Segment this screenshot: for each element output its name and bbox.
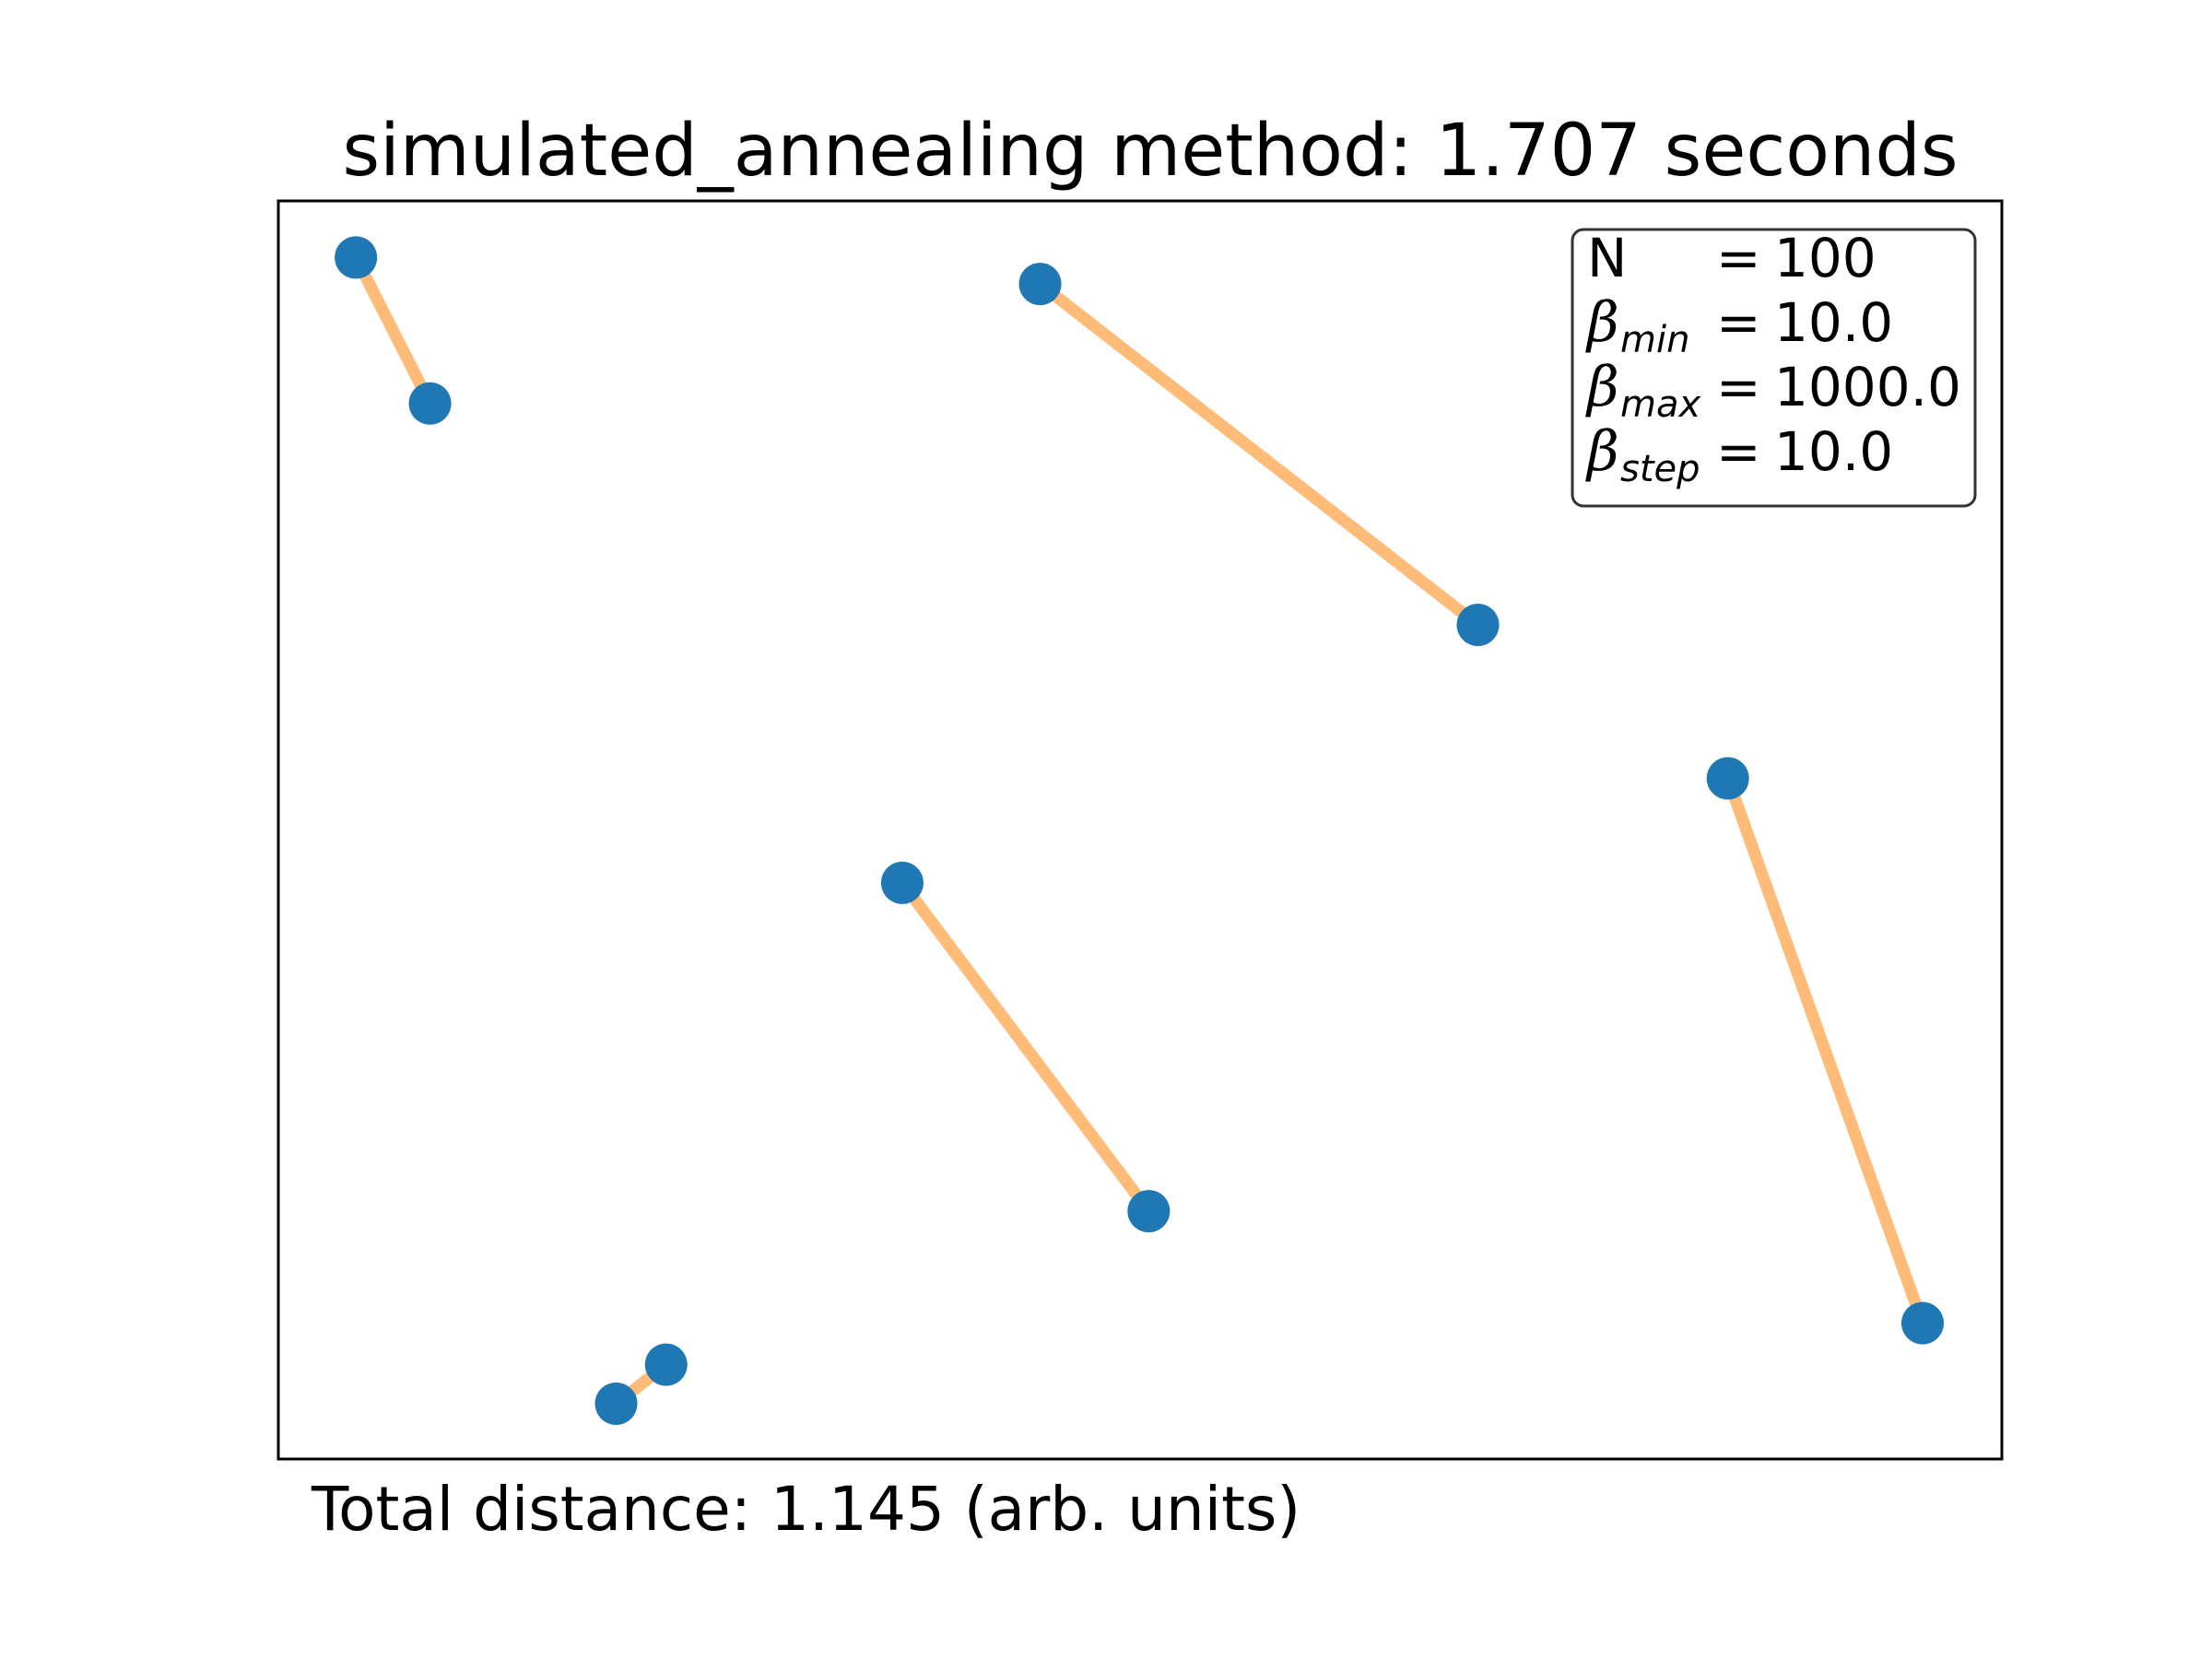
legend-row-3: β step = 10.0 xyxy=(1585,419,1893,490)
city-point-9 xyxy=(644,1343,688,1386)
legend-equals: = xyxy=(1716,227,1761,289)
legend-subscript: max xyxy=(1620,383,1700,426)
chart-title: simulated_annealing method: 1.707 second… xyxy=(342,110,1958,193)
legend-value: 10.0 xyxy=(1774,291,1893,354)
city-point-5 xyxy=(1900,1301,1944,1345)
legend-symbol: β xyxy=(1585,419,1619,484)
total-distance-label: Total distance: 1.145 (arb. units) xyxy=(311,1474,1300,1545)
city-point-4 xyxy=(1706,757,1749,800)
city-point-8 xyxy=(594,1382,638,1425)
legend-value: 1000.0 xyxy=(1774,356,1961,418)
legend-row-0: N = 100 xyxy=(1587,227,1877,289)
legend-symbol: β xyxy=(1585,290,1619,355)
legend-row-2: β max = 1000.0 xyxy=(1585,355,1961,426)
legend-value: 100 xyxy=(1774,227,1877,289)
city-point-0 xyxy=(335,236,378,279)
legend-symbol: β xyxy=(1585,355,1619,419)
legend-frame xyxy=(1571,228,1977,508)
axes-frame xyxy=(276,199,2004,1461)
legend-symbol: N xyxy=(1587,227,1627,289)
legend-value: 10.0 xyxy=(1774,420,1893,483)
legend-equals: = xyxy=(1716,420,1761,483)
city-points xyxy=(335,236,1944,1425)
city-point-6 xyxy=(880,861,924,904)
path-segment-0 xyxy=(350,254,436,406)
legend-equals: = xyxy=(1716,356,1761,418)
path-segment-1 xyxy=(1036,278,1482,630)
legend-subscript: min xyxy=(1620,319,1689,361)
legend-row-1: β min = 10.0 xyxy=(1585,290,1893,361)
legend-subscript: step xyxy=(1620,448,1700,490)
city-point-7 xyxy=(1127,1190,1171,1233)
path-segment-2 xyxy=(1722,776,1929,1325)
city-point-3 xyxy=(1456,604,1500,647)
legend-equals: = xyxy=(1716,291,1761,354)
path-segments xyxy=(350,254,1929,1409)
path-segment-3 xyxy=(897,878,1154,1215)
city-point-2 xyxy=(1018,263,1062,306)
city-point-1 xyxy=(408,382,452,425)
